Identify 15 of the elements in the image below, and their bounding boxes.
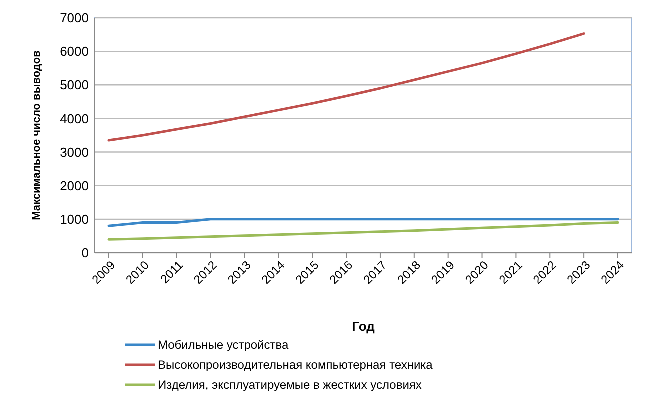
y-tick-label: 6000	[60, 44, 89, 60]
y-tick-label: 4000	[60, 111, 89, 126]
x-axis-title: Год	[352, 319, 376, 334]
y-axis-title: Максимальное число выводов	[31, 50, 43, 220]
y-tick-label: 0	[82, 246, 89, 261]
legend-label: Высокопроизводительная компьютерная техника	[158, 358, 434, 372]
y-tick-label: 1000	[60, 212, 89, 227]
line-series	[108, 32, 586, 142]
legend-label: Изделия, эксплуатируемые в жестких условиях	[158, 378, 422, 392]
y-tick-label: 2000	[60, 178, 89, 194]
y-tick-label: 3000	[60, 144, 89, 160]
legend-label: Мобильные устройства	[158, 338, 290, 352]
line-series	[108, 222, 620, 241]
y-tick-label: 5000	[60, 78, 89, 93]
y-tick-label: 7000	[60, 10, 89, 26]
